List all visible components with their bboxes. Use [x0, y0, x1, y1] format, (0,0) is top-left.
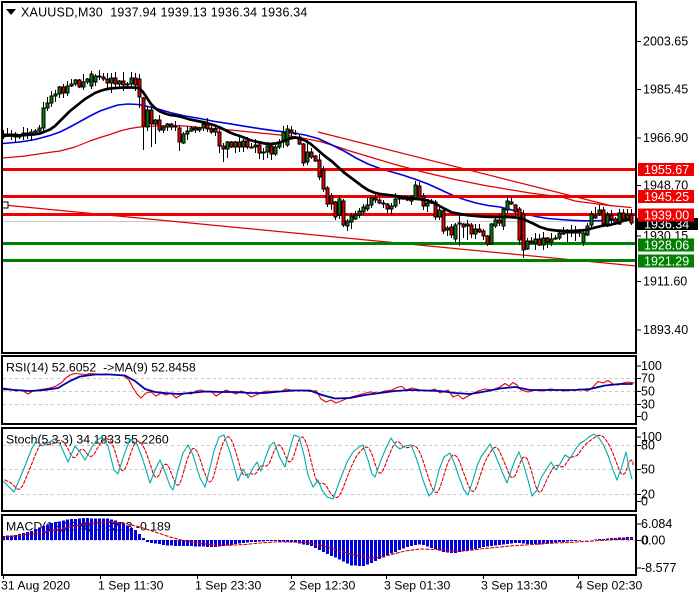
svg-text:0: 0 — [641, 410, 648, 424]
svg-text:70: 70 — [641, 372, 655, 386]
svg-text:2 Sep 12:30: 2 Sep 12:30 — [289, 579, 355, 593]
svg-text:20: 20 — [641, 488, 655, 502]
svg-text:80: 80 — [641, 439, 655, 453]
svg-text:30: 30 — [641, 398, 655, 412]
svg-text:Stoch(5,3,3) 34.1833 55.2260: Stoch(5,3,3) 34.1833 55.2260 — [6, 433, 169, 447]
svg-text:0: 0 — [641, 495, 648, 509]
svg-text:1893.40: 1893.40 — [643, 323, 688, 337]
svg-text:2003.65: 2003.65 — [643, 35, 688, 49]
svg-text:6.084: 6.084 — [641, 517, 672, 531]
svg-text:XAUUSD,M30 1937.94 1939.13 19: XAUUSD,M30 1937.94 1939.13 1936.34 1936.… — [21, 6, 308, 20]
svg-text:100: 100 — [641, 359, 662, 373]
svg-text:1939.00: 1939.00 — [644, 209, 689, 223]
svg-text:1948.70: 1948.70 — [643, 179, 688, 193]
svg-text:1955.67: 1955.67 — [644, 163, 689, 177]
svg-text:1928.06: 1928.06 — [644, 239, 689, 253]
svg-text:1921.29: 1921.29 — [644, 255, 689, 269]
svg-text:-8.577: -8.577 — [641, 561, 676, 575]
svg-text:50: 50 — [641, 463, 655, 477]
svg-text:1945.25: 1945.25 — [644, 190, 689, 204]
svg-text:1985.45: 1985.45 — [643, 83, 688, 97]
svg-text:1966.90: 1966.90 — [643, 131, 688, 145]
svg-text:100: 100 — [641, 430, 662, 444]
svg-text:3 Sep 01:30: 3 Sep 01:30 — [384, 579, 450, 593]
svg-text:1 Sep 11:30: 1 Sep 11:30 — [98, 579, 164, 593]
svg-text:0.00: 0.00 — [641, 534, 665, 548]
svg-text:0: 0 — [642, 534, 649, 548]
svg-text:1911.60: 1911.60 — [643, 275, 687, 289]
svg-text:RSI(14) 52.6052 ->MA(9) 52.84: RSI(14) 52.6052 ->MA(9) 52.8458 — [6, 361, 196, 375]
svg-text:4 Sep 02:30: 4 Sep 02:30 — [576, 579, 642, 593]
svg-text:31 Aug 2020: 31 Aug 2020 — [1, 579, 70, 593]
svg-text:1 Sep 23:30: 1 Sep 23:30 — [195, 579, 261, 593]
svg-text:3 Sep 13:30: 3 Sep 13:30 — [481, 579, 547, 593]
svg-text:50: 50 — [641, 385, 655, 399]
